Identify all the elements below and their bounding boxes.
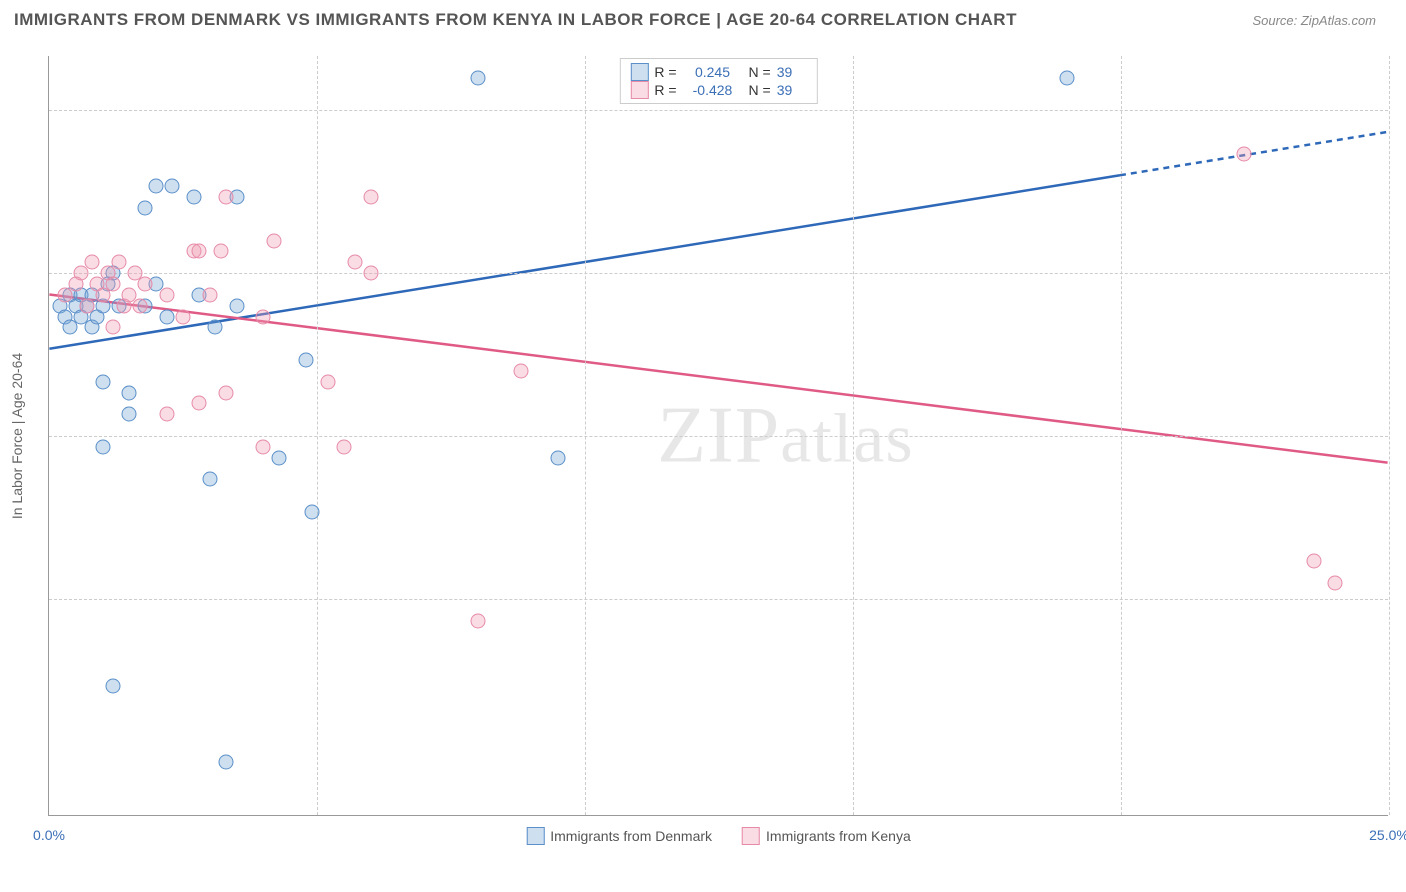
- chart-plot-area: ZIPatlas In Labor Force | Age 20-64 R =0…: [48, 56, 1388, 816]
- scatter-point: [1306, 553, 1321, 568]
- n-label: N =: [749, 64, 771, 80]
- scatter-point: [192, 244, 207, 259]
- scatter-point: [84, 255, 99, 270]
- series-legend: Immigrants from Denmark Immigrants from K…: [526, 827, 911, 845]
- scatter-point: [267, 233, 282, 248]
- correlation-legend: R = 0.245 N = 39 R = -0.428 N = 39: [619, 58, 817, 104]
- scatter-point: [213, 244, 228, 259]
- legend-swatch: [742, 827, 760, 845]
- gridline-horizontal: [49, 436, 1388, 437]
- n-value: 39: [777, 64, 807, 80]
- correlation-row: R = 0.245 N = 39: [630, 63, 806, 81]
- x-tick-label: 25.0%: [1369, 827, 1406, 843]
- scatter-point: [218, 385, 233, 400]
- scatter-point: [299, 353, 314, 368]
- r-label: R =: [654, 64, 676, 80]
- scatter-point: [186, 190, 201, 205]
- scatter-point: [95, 374, 110, 389]
- scatter-point: [1060, 70, 1075, 85]
- scatter-point: [208, 320, 223, 335]
- scatter-point: [159, 287, 174, 302]
- scatter-point: [256, 309, 271, 324]
- gridline-vertical: [585, 56, 586, 815]
- scatter-point: [79, 298, 94, 313]
- scatter-point: [470, 613, 485, 628]
- scatter-point: [149, 179, 164, 194]
- y-tick-label: 70.0%: [1398, 428, 1406, 444]
- y-tick-label: 55.0%: [1398, 591, 1406, 607]
- gridline-horizontal: [49, 599, 1388, 600]
- page-title: IMMIGRANTS FROM DENMARK VS IMMIGRANTS FR…: [14, 10, 1017, 30]
- r-label: R =: [654, 82, 676, 98]
- scatter-point: [551, 450, 566, 465]
- legend-swatch: [526, 827, 544, 845]
- scatter-point: [363, 190, 378, 205]
- scatter-point: [176, 309, 191, 324]
- scatter-point: [138, 201, 153, 216]
- gridline-vertical: [1389, 56, 1390, 815]
- scatter-point: [1328, 575, 1343, 590]
- n-value: 39: [777, 82, 807, 98]
- n-label: N =: [749, 82, 771, 98]
- y-tick-label: 100.0%: [1398, 102, 1406, 118]
- regression-line: [49, 295, 1387, 463]
- scatter-point: [1237, 146, 1252, 161]
- scatter-point: [133, 298, 148, 313]
- r-value: 0.245: [683, 64, 743, 80]
- scatter-point: [513, 363, 528, 378]
- y-axis-label: In Labor Force | Age 20-64: [9, 352, 25, 518]
- scatter-point: [106, 678, 121, 693]
- scatter-point: [256, 439, 271, 454]
- scatter-point: [159, 407, 174, 422]
- scatter-point: [192, 396, 207, 411]
- scatter-point: [218, 190, 233, 205]
- scatter-point: [320, 374, 335, 389]
- scatter-point: [347, 255, 362, 270]
- gridline-horizontal: [49, 273, 1388, 274]
- source-label: Source: ZipAtlas.com: [1252, 13, 1376, 28]
- scatter-point: [122, 407, 137, 422]
- legend-label: Immigrants from Denmark: [550, 828, 712, 844]
- scatter-point: [106, 277, 121, 292]
- r-value: -0.428: [683, 82, 743, 98]
- scatter-point: [363, 266, 378, 281]
- x-tick-label: 0.0%: [33, 827, 65, 843]
- gridline-vertical: [853, 56, 854, 815]
- scatter-point: [165, 179, 180, 194]
- scatter-point: [159, 309, 174, 324]
- legend-item: Immigrants from Denmark: [526, 827, 712, 845]
- scatter-point: [202, 472, 217, 487]
- scatter-point: [336, 439, 351, 454]
- y-tick-label: 85.0%: [1398, 265, 1406, 281]
- correlation-row: R = -0.428 N = 39: [630, 81, 806, 99]
- scatter-point: [106, 320, 121, 335]
- scatter-point: [202, 287, 217, 302]
- gridline-vertical: [1121, 56, 1122, 815]
- regression-line-extrapolated: [1120, 132, 1388, 175]
- scatter-point: [218, 754, 233, 769]
- gridline-horizontal: [49, 110, 1388, 111]
- legend-swatch: [630, 81, 648, 99]
- scatter-point: [470, 70, 485, 85]
- scatter-point: [111, 255, 126, 270]
- scatter-point: [122, 385, 137, 400]
- scatter-point: [304, 505, 319, 520]
- legend-label: Immigrants from Kenya: [766, 828, 911, 844]
- scatter-point: [272, 450, 287, 465]
- legend-swatch: [630, 63, 648, 81]
- scatter-point: [138, 277, 153, 292]
- scatter-point: [95, 439, 110, 454]
- scatter-point: [229, 298, 244, 313]
- gridline-vertical: [317, 56, 318, 815]
- legend-item: Immigrants from Kenya: [742, 827, 911, 845]
